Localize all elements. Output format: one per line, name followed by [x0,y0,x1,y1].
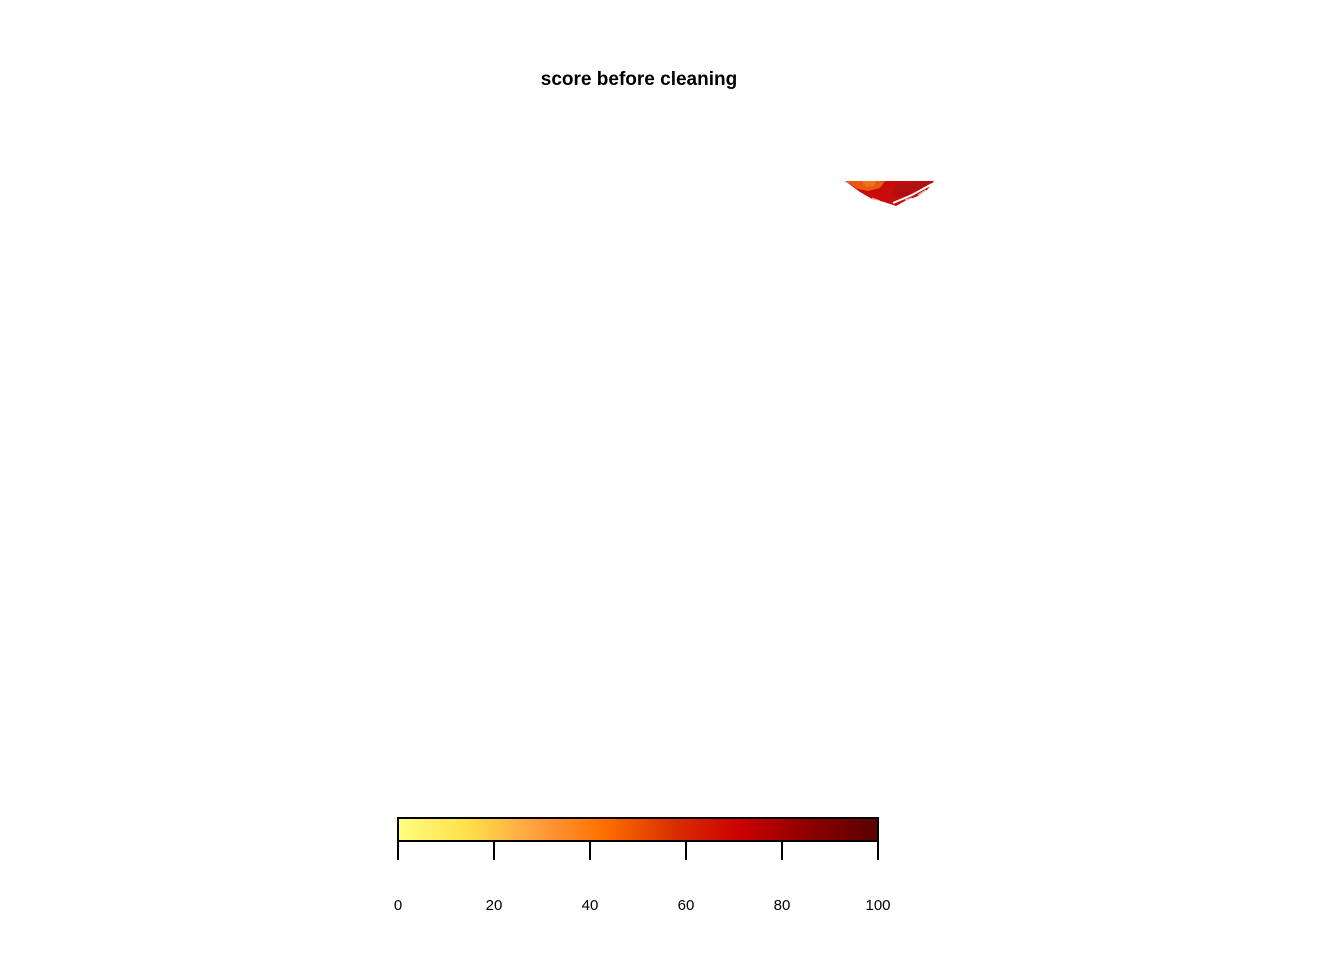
heatmap-region-speckle [871,189,927,206]
chart-title: score before cleaning [541,69,737,90]
color-scale-tick-label: 40 [582,897,599,914]
heatmap-region-streak [892,183,933,204]
color-scale-tick-label: 0 [394,897,402,914]
color-scale-tick-label: 100 [865,897,890,914]
heatmap-region [845,181,934,206]
color-scale-tick-labels: 0 20 40 60 80 100 [394,897,891,914]
color-scale-ticks [397,841,879,860]
color-scale-bar [397,817,879,842]
heatmap-region-patch [862,181,876,187]
color-scale-tick-label: 20 [486,897,503,914]
color-scale-tick-label: 60 [678,897,695,914]
color-scale-legend: 0 20 40 60 80 100 [394,817,891,914]
heatmap-region-patch [892,181,934,199]
color-scale-tick-label: 80 [774,897,791,914]
